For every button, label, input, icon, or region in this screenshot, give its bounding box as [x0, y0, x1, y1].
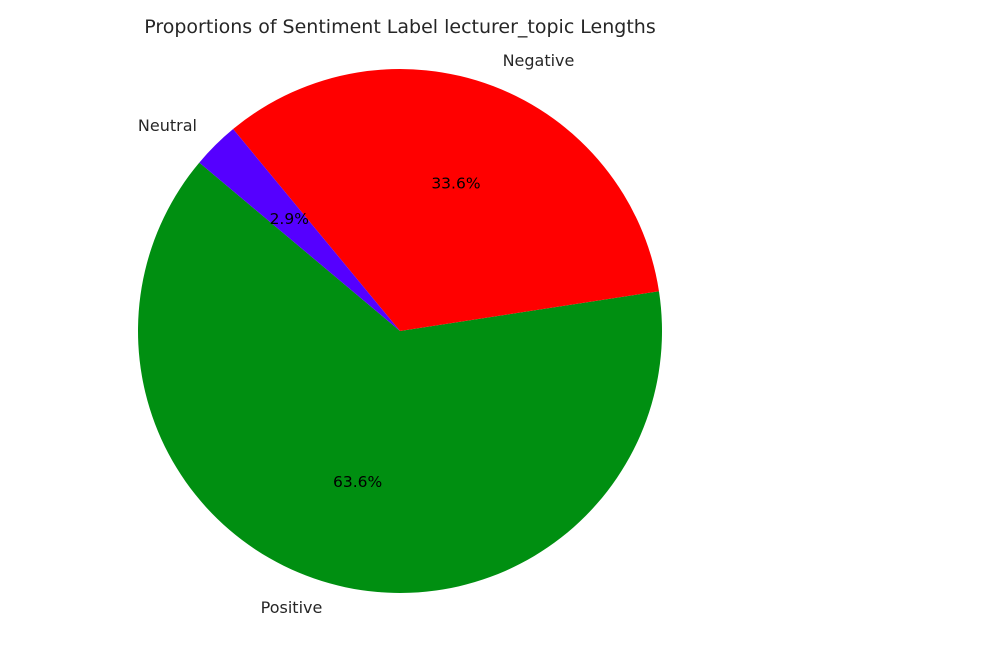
slice-percent-positive: 63.6%: [333, 473, 382, 491]
pie-slice-positive: [138, 162, 663, 593]
slice-label-positive: Positive: [261, 598, 323, 617]
pie-slice-negative: [233, 68, 659, 331]
slice-percent-neutral: 2.9%: [270, 210, 309, 228]
pie-slice-neutral: [199, 129, 400, 331]
pie-labels: Positive 63.6% Negative 33.6% Neutral 2.9%: [138, 51, 574, 617]
slice-percent-negative: 33.6%: [431, 175, 480, 193]
pie-slices: [138, 68, 663, 593]
slice-label-negative: Negative: [503, 51, 575, 70]
slice-label-neutral: Neutral: [138, 116, 197, 135]
chart-title: Proportions of Sentiment Label lecturer_…: [144, 16, 656, 38]
